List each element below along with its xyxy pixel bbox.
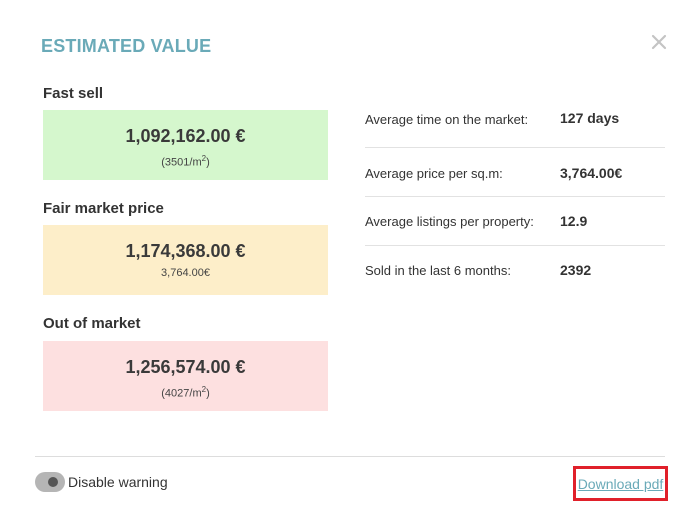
- stat-label: Average listings per property:: [365, 214, 534, 229]
- fair-market-amount: 1,174,368.00 €: [125, 241, 246, 261]
- fast-sell-box: 1,092,162.00 € (3501/m2): [43, 110, 328, 180]
- disable-warning-toggle[interactable]: Disable warning: [35, 472, 168, 492]
- toggle-knob: [48, 477, 58, 487]
- stat-row-listings-per-property: Average listings per property: 12.9: [365, 197, 665, 246]
- stat-row-price-per-sqm: Average price per sq.m: 3,764.00€: [365, 148, 665, 197]
- stat-value: 127 days: [560, 110, 620, 126]
- stat-row-time-on-market: Average time on the market: 127 days: [365, 97, 665, 148]
- stat-value: 12.9: [560, 213, 588, 229]
- stat-label: Average price per sq.m:: [365, 166, 503, 181]
- disable-warning-label: Disable warning: [68, 474, 168, 490]
- fast-sell-label: Fast sell: [43, 85, 104, 102]
- download-pdf-link[interactable]: Download pdf: [577, 475, 664, 492]
- fast-sell-per-sqm: (3501/m2): [161, 154, 210, 169]
- download-pdf-highlight: Download pdf: [573, 466, 668, 501]
- stat-row-sold-last-6-months: Sold in the last 6 months: 2392: [365, 246, 665, 294]
- stat-value: 2392: [560, 262, 592, 278]
- out-of-market-label: Out of market: [43, 315, 141, 332]
- stat-label: Sold in the last 6 months:: [365, 263, 511, 278]
- stat-value: 3,764.00€: [560, 165, 623, 181]
- fair-market-per-sqm: 3,764.00€: [161, 267, 210, 279]
- toggle-switch[interactable]: [35, 472, 65, 492]
- market-stats: Average time on the market: 127 days Ave…: [365, 97, 665, 294]
- out-of-market-amount: 1,256,574.00 €: [125, 357, 246, 377]
- footer-divider: [35, 456, 665, 457]
- fast-sell-amount: 1,092,162.00 €: [125, 126, 246, 146]
- fair-market-box: 1,174,368.00 € 3,764.00€: [43, 225, 328, 295]
- modal-title: ESTIMATED VALUE: [41, 36, 212, 56]
- out-of-market-per-sqm: (4027/m2): [161, 385, 210, 400]
- out-of-market-box: 1,256,574.00 € (4027/m2): [43, 341, 328, 411]
- stat-label: Average time on the market:: [365, 112, 529, 127]
- close-icon[interactable]: [647, 30, 671, 54]
- fair-market-label: Fair market price: [43, 200, 164, 217]
